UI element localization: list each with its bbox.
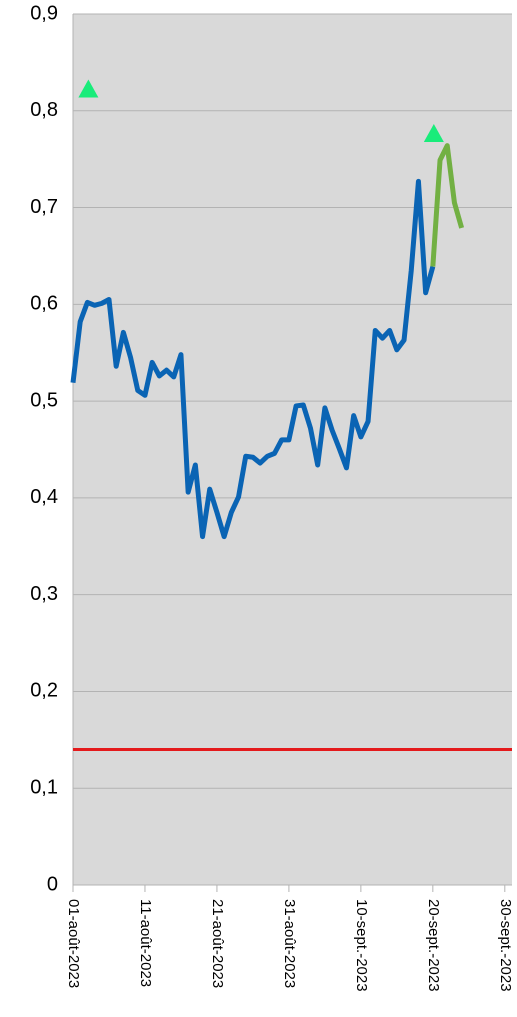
marker (78, 79, 99, 98)
y-tick-label: 0,8 (30, 99, 58, 121)
x-tick-label: 21-août-2023 (209, 899, 226, 988)
y-tick-label: 0 (47, 873, 58, 895)
line-series (70, 178, 436, 540)
x-tick-label: 30-sept.-2023 (497, 899, 514, 992)
y-tick-label: 0,4 (30, 486, 58, 508)
marker (423, 124, 444, 143)
x-tick-label: 11-août-2023 (137, 899, 154, 987)
x-tick-label: 31-août-2023 (281, 899, 298, 988)
y-tick-label: 0,2 (30, 680, 58, 702)
y-tick-label: 0,7 (30, 196, 58, 218)
line-series (430, 143, 465, 267)
x-tick-label: 01-août-2023 (65, 899, 82, 988)
x-tick-label: 10-sept.-2023 (353, 899, 370, 992)
x-tick-label: 20-sept.-2023 (425, 899, 442, 992)
y-tick-label: 0,6 (30, 293, 58, 315)
y-tick-label: 0,3 (30, 583, 58, 605)
y-tick-label: 0,5 (30, 389, 58, 411)
y-tick-label: 0,9 (30, 2, 58, 24)
y-tick-label: 0,1 (30, 777, 58, 799)
